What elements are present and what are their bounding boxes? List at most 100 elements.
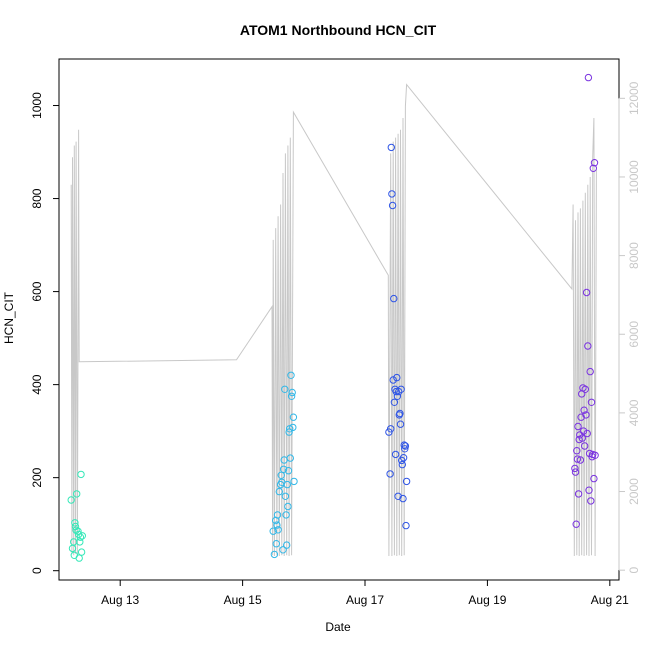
data-point (399, 454, 408, 462)
data-point (77, 470, 85, 479)
data-point (390, 294, 398, 303)
left-tick-label: 0 (30, 567, 44, 574)
data-point (393, 392, 402, 400)
data-point (273, 511, 282, 519)
data-point (396, 420, 405, 428)
data-point (573, 455, 582, 463)
data-point (283, 480, 291, 489)
right-tick-label: 8000 (627, 242, 641, 269)
left-axis: 0 200 400 600 800 1000 (30, 92, 60, 574)
data-point (77, 548, 86, 556)
data-point (275, 487, 283, 496)
series-group (269, 371, 298, 559)
data-point (573, 447, 581, 455)
data-point (585, 486, 593, 494)
data-point (284, 467, 293, 475)
data-point (390, 398, 399, 406)
right-axis: 0 2000 4000 6000 8000 10000 12000 (618, 81, 641, 574)
series-group (67, 470, 87, 562)
data-point (73, 490, 81, 498)
data-point (284, 502, 292, 511)
data-point (578, 434, 586, 442)
data-point (576, 456, 585, 464)
data-point (397, 385, 405, 393)
data-point (581, 385, 589, 393)
data-point (590, 159, 599, 167)
data-point (581, 442, 589, 450)
data-point (399, 494, 407, 503)
data-point (279, 465, 288, 473)
data-point (289, 413, 298, 421)
x-axis: Aug 13 Aug 15 Aug 17 Aug 19 Aug 21 (101, 579, 629, 607)
secondary-line-layer (70, 83, 597, 557)
left-tick-label: 1000 (30, 92, 44, 119)
x-tick-label: Aug 21 (591, 593, 629, 607)
data-point (393, 373, 401, 382)
data-point (590, 474, 598, 483)
data-point (587, 497, 595, 505)
left-tick-label: 800 (30, 188, 44, 208)
data-point (76, 538, 84, 546)
x-axis-label: Date (325, 620, 351, 634)
series-group (571, 73, 599, 528)
data-point (287, 371, 295, 379)
data-point (387, 143, 395, 152)
data-point (584, 342, 592, 350)
data-point (269, 527, 277, 535)
data-point (71, 519, 79, 527)
data-point (289, 423, 297, 432)
data-point (591, 451, 599, 459)
data-point (401, 445, 409, 453)
data-point (579, 427, 588, 435)
data-point (583, 429, 591, 438)
data-point (285, 428, 293, 436)
data-point (587, 398, 596, 406)
data-point (279, 546, 287, 554)
data-point (574, 422, 582, 431)
data-point (395, 387, 403, 396)
chart-title: ATOM1 Northbound HCN_CIT (240, 22, 437, 38)
data-point (571, 468, 580, 476)
data-point (391, 450, 400, 459)
secondary-line (70, 83, 597, 557)
right-tick-label: 6000 (627, 321, 641, 348)
data-point (584, 73, 593, 82)
right-tick-label: 12000 (627, 81, 641, 115)
data-point (286, 454, 294, 462)
data-point (283, 541, 291, 549)
data-point (586, 367, 594, 376)
data-point (582, 288, 591, 297)
data-point (274, 526, 282, 534)
data-point (580, 406, 588, 414)
data-point (589, 164, 597, 173)
data-point (290, 477, 298, 486)
x-tick-label: Aug 15 (224, 593, 262, 607)
data-point (281, 385, 289, 393)
x-tick-label: Aug 17 (346, 593, 384, 607)
data-point (571, 464, 579, 473)
right-tick-label: 2000 (627, 478, 641, 505)
data-point (401, 442, 410, 450)
data-point (396, 409, 404, 418)
data-point (273, 521, 281, 529)
y-axis-label: HCN_CIT (2, 291, 16, 344)
data-point (582, 411, 590, 419)
data-point (402, 521, 410, 530)
left-tick-label: 400 (30, 374, 44, 394)
data-point (574, 490, 583, 498)
scatter-points-layer (67, 73, 599, 562)
left-tick-label: 200 (30, 467, 44, 487)
data-point (78, 532, 87, 540)
right-tick-label: 0 (627, 567, 641, 574)
data-point (281, 492, 290, 500)
right-tick-label: 10000 (627, 160, 641, 194)
x-tick-label: Aug 13 (101, 593, 139, 607)
data-point (67, 496, 75, 504)
data-point (288, 388, 296, 397)
data-point (402, 477, 411, 486)
data-point (388, 201, 397, 210)
data-point (387, 425, 395, 433)
